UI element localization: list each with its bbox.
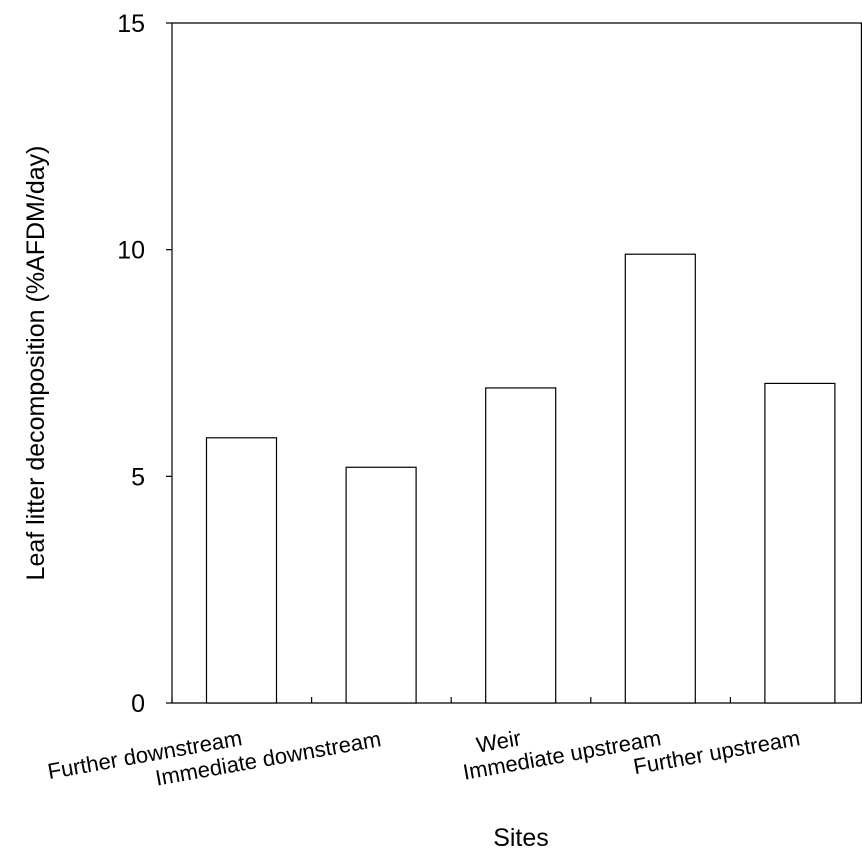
bar-series (205, 253, 836, 704)
y-tick-label: 15 (117, 10, 145, 38)
x-axis-ticks (171, 697, 732, 703)
y-tick-label: 0 (131, 690, 145, 718)
bar (205, 437, 278, 704)
y-tick-label: 5 (131, 463, 145, 491)
bar (345, 466, 417, 704)
bar (764, 382, 836, 704)
y-axis-title: Leaf litter decomposition (%AFDM/day) (22, 146, 50, 581)
bar (624, 253, 696, 704)
bar (485, 387, 557, 704)
y-axis-ticks: 0 5 10 15 (117, 10, 172, 718)
y-tick-label: 10 (117, 237, 145, 265)
x-axis-title: Sites (493, 824, 549, 852)
